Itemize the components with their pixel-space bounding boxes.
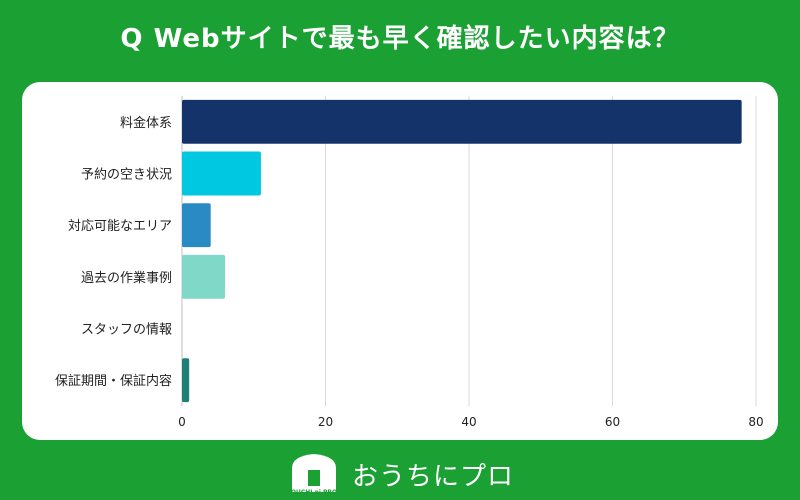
bar-chart: 0 20 40 60 80 料金体系予約の空き状況対応可能なエリア過去の作業事例スタッフの… <box>55 96 764 429</box>
logo-mark-text: OUCHI ni PRO <box>291 489 337 496</box>
x-tick-label: 20 <box>318 415 333 429</box>
category-label: 料金体系 <box>120 115 172 131</box>
brand-name: おうちにプロ <box>351 461 514 492</box>
category-label: 対応可能なエリア <box>68 219 172 234</box>
category-label: 保証期間・保証内容 <box>55 373 172 389</box>
x-tick-label: 80 <box>748 415 763 429</box>
x-tick-label: 0 <box>178 415 186 429</box>
house-logo-icon: OUCHI ni PRO <box>291 454 337 496</box>
bar <box>182 99 742 144</box>
bar <box>182 203 211 248</box>
brand-footer: OUCHI ni PRO おうちにプロ <box>0 452 800 496</box>
bar <box>182 254 226 299</box>
bar <box>182 151 261 196</box>
x-tick-label: 40 <box>461 415 476 429</box>
category-label: 予約の空き状況 <box>81 168 172 183</box>
chart-card: 0 20 40 60 80 料金体系予約の空き状況対応可能なエリア過去の作業事例 スタッフの… <box>22 82 778 440</box>
category-label: 過去の作業事例 <box>81 270 172 286</box>
chart-title: Q Webサイトで最も早く確認したい内容は？ <box>120 24 680 54</box>
bar <box>182 358 190 403</box>
category-label: スタッフの情報 <box>81 323 172 338</box>
x-tick-label: 60 <box>605 415 620 429</box>
